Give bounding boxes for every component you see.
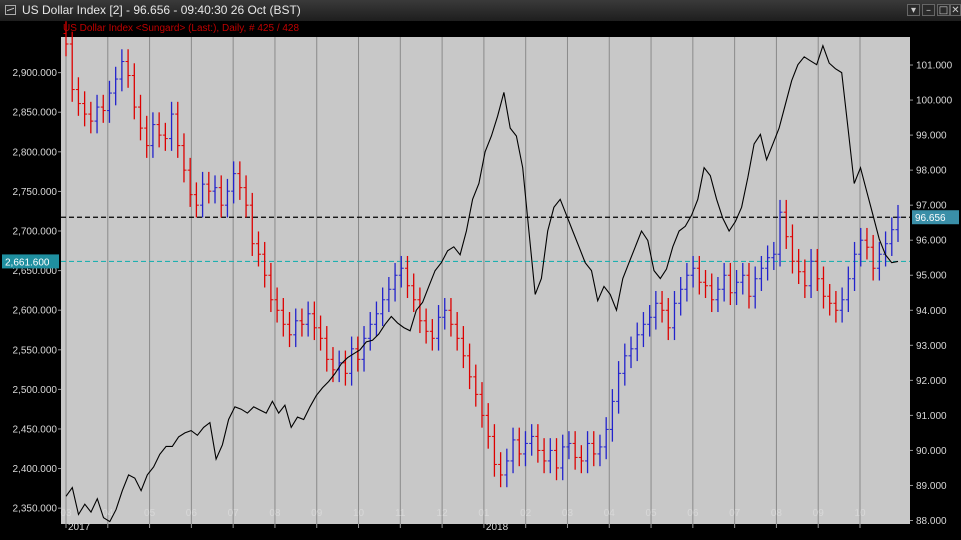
x-tick-label: 04 xyxy=(604,508,616,519)
right-tick-label: 90.000 xyxy=(916,446,947,457)
right-tick-label: 97.000 xyxy=(916,201,947,212)
right-tick-label: 99.000 xyxy=(916,131,947,142)
x-tick-label: 09 xyxy=(311,508,323,519)
right-value-badge xyxy=(912,210,959,225)
right-tick-label: 91.000 xyxy=(916,411,947,422)
left-tick-label: 2,350.000 xyxy=(13,504,58,515)
x-tick-label: 11 xyxy=(395,508,406,519)
minimize-button[interactable]: – xyxy=(922,4,935,16)
x-tick-label: 08 xyxy=(771,508,783,519)
chart: 2,900.000 2,850.000 2,800.000 2,750.000 2,70… xyxy=(0,21,961,540)
x-tick-label: 06 xyxy=(687,508,699,519)
left-tick-label: 2,700.000 xyxy=(13,227,58,238)
chart-window-icon xyxy=(5,5,16,15)
x-tick-label: 03 xyxy=(60,508,72,519)
left-tick-label: 2,800.000 xyxy=(13,147,58,158)
left-tick-label: 2,600.000 xyxy=(13,306,58,317)
maximize-button[interactable]: □ xyxy=(937,4,950,16)
left-tick-label: 2,500.000 xyxy=(13,385,58,396)
window-menu-button[interactable]: ▾ xyxy=(907,4,920,16)
x-tick-label: 08 xyxy=(269,508,281,519)
left-tick-label: 2,550.000 xyxy=(13,345,58,356)
x-tick-label: 12 xyxy=(437,508,449,519)
right-tick-label: 94.000 xyxy=(916,306,947,317)
comparison-line-series xyxy=(65,44,899,523)
x-tick-label: 04 xyxy=(102,508,114,519)
right-tick-label: 95.000 xyxy=(916,271,947,282)
close-button[interactable]: ✕ xyxy=(950,4,961,16)
right-tick-label: 93.000 xyxy=(916,341,947,352)
year-label: 2018 xyxy=(486,522,509,533)
right-tick-label: 88.000 xyxy=(916,516,947,527)
year-label: 2017 xyxy=(68,522,91,533)
x-tick-label: 07 xyxy=(228,508,240,519)
left-tick-label: 2,650.000 xyxy=(13,266,58,277)
left-tick-label: 2,900.000 xyxy=(13,68,58,79)
x-tick-label: 10 xyxy=(353,508,365,519)
x-tick-label: 06 xyxy=(186,508,198,519)
x-tick-label: 07 xyxy=(729,508,741,519)
right-tick-label: 96.000 xyxy=(916,236,947,247)
title-bar: US Dollar Index [2] - 96.656 - 09:40:30 … xyxy=(0,0,961,22)
x-tick-label: 09 xyxy=(813,508,825,519)
right-tick-label: 89.000 xyxy=(916,481,947,492)
left-value-badge-text: 2,661.600 xyxy=(5,257,50,268)
right-value-badge-text: 96.656 xyxy=(915,213,946,224)
plot-area xyxy=(61,37,910,524)
x-tick-label: 05 xyxy=(645,508,657,519)
x-tick-label: 10 xyxy=(854,508,866,519)
x-tick-label: 05 xyxy=(144,508,156,519)
window-title: US Dollar Index [2] - 96.656 - 09:40:30 … xyxy=(22,3,301,17)
right-tick-label: 101.000 xyxy=(916,61,953,72)
right-tick-label: 98.000 xyxy=(916,166,947,177)
left-tick-label: 2,750.000 xyxy=(13,187,58,198)
x-tick-label: 03 xyxy=(562,508,574,519)
left-tick-label: 2,850.000 xyxy=(13,108,58,119)
left-tick-label: 2,450.000 xyxy=(13,424,58,435)
x-tick-label: 02 xyxy=(520,508,532,519)
right-tick-label: 92.000 xyxy=(916,376,947,387)
x-tick-label: 01 xyxy=(478,508,490,519)
left-tick-label: 2,400.000 xyxy=(13,464,58,475)
chart-subtitle: US Dollar Index <Sungard> (Last:), Daily… xyxy=(63,23,299,34)
right-tick-label: 100.000 xyxy=(916,96,953,107)
left-value-badge xyxy=(2,254,59,269)
